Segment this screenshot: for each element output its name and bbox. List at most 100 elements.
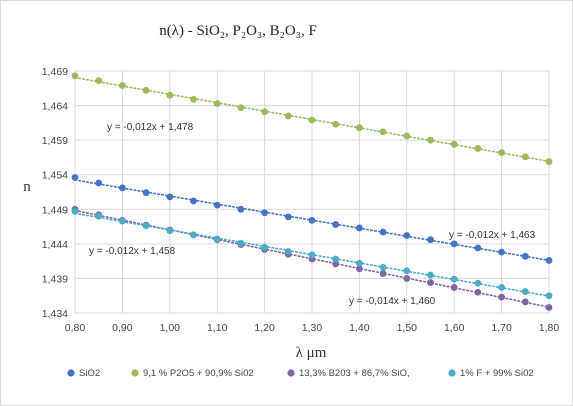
y-axis-label: n xyxy=(23,179,31,195)
data-point-series-1 xyxy=(521,153,529,161)
data-point-series-3 xyxy=(545,292,553,300)
data-point-series-1 xyxy=(261,108,268,116)
data-point-series-0 xyxy=(142,189,150,197)
data-point-series-1 xyxy=(95,77,103,85)
y-tick-label: 1,439 xyxy=(42,273,68,285)
y-tick-label: 1,434 xyxy=(42,308,68,320)
data-point-series-0 xyxy=(521,252,529,260)
x-tick-label: 1,10 xyxy=(207,322,228,334)
legend-marker-b2o3 xyxy=(287,369,295,377)
data-point-series-1 xyxy=(166,91,174,99)
data-point-series-3 xyxy=(450,275,458,283)
x-tick-label: 1,70 xyxy=(491,322,512,334)
data-point-series-3 xyxy=(379,263,387,271)
data-point-series-0 xyxy=(427,236,434,244)
chart-title: n(λ) - SiO₂, P₂O₃, B₂O₃, F xyxy=(159,23,317,39)
y-tick-label: 1,469 xyxy=(42,66,68,78)
data-points xyxy=(71,72,553,311)
data-point-series-0 xyxy=(284,213,292,221)
x-tick-labels: 0,80 0,90 1,00 1,10 1,20 1,30 1,40 1,50 1,60 1,70… xyxy=(65,322,560,334)
data-point-series-0 xyxy=(498,248,505,256)
data-point-series-0 xyxy=(71,174,79,181)
data-point-series-2 xyxy=(356,265,363,273)
data-point-series-1 xyxy=(213,100,221,107)
data-point-series-1 xyxy=(71,72,79,80)
x-tick-label: 1,00 xyxy=(160,322,181,334)
gridlines xyxy=(74,70,550,314)
data-point-series-3 xyxy=(95,212,103,220)
data-point-series-1 xyxy=(119,82,126,89)
x-tick-label: 1,40 xyxy=(349,322,370,334)
data-point-series-1 xyxy=(545,158,553,165)
data-point-series-2 xyxy=(521,298,529,306)
x-tick-label: 1,80 xyxy=(539,322,560,334)
data-point-series-1 xyxy=(356,124,363,132)
y-tick-label: 1,454 xyxy=(42,170,68,182)
data-point-series-1 xyxy=(379,128,387,136)
data-point-series-1 xyxy=(284,112,292,120)
data-point-series-1 xyxy=(142,86,150,94)
y-tick-label: 1,449 xyxy=(42,204,68,216)
data-point-series-0 xyxy=(450,240,458,248)
data-point-series-0 xyxy=(166,193,174,201)
data-point-series-3 xyxy=(166,227,174,235)
data-point-series-1 xyxy=(308,116,316,124)
y-tick-label: 1,464 xyxy=(42,101,68,113)
data-point-series-2 xyxy=(403,275,411,282)
legend-marker-sio2 xyxy=(67,369,75,377)
legend-marker-f xyxy=(448,369,456,377)
data-point-series-2 xyxy=(427,279,434,286)
legend-marker-p2o5 xyxy=(131,369,139,377)
data-point-series-0 xyxy=(308,216,316,224)
x-tick-label: 0,90 xyxy=(112,322,133,334)
data-point-series-3 xyxy=(119,217,126,225)
data-point-series-0 xyxy=(356,224,363,232)
x-tick-label: 1,30 xyxy=(302,322,323,334)
trendline-label-f: y = -0,012x + 1,458 xyxy=(89,246,176,257)
data-point-series-0 xyxy=(261,209,268,217)
y-tick-labels: 1,434 1,439 1,444 1,449 1,454 1,459 1,464 1,469 xyxy=(42,66,68,320)
trendline-label-p2o5: y = -0,012x + 1,478 xyxy=(107,122,194,133)
data-point-series-1 xyxy=(403,132,411,140)
trendline-label-sio2: y = -0,012x + 1,463 xyxy=(449,230,536,241)
data-point-series-3 xyxy=(498,284,505,291)
data-point-series-3 xyxy=(474,279,482,287)
x-tick-label: 1,50 xyxy=(397,322,418,334)
data-point-series-1 xyxy=(237,104,245,112)
y-tick-label: 1,444 xyxy=(42,239,68,251)
data-point-series-0 xyxy=(213,201,221,209)
data-point-series-2 xyxy=(474,288,482,296)
legend-label-b2o3: 13,3% B203 + 86,7% SiO, xyxy=(299,368,410,379)
data-point-series-2 xyxy=(450,284,458,291)
data-point-series-1 xyxy=(190,95,197,103)
data-point-series-3 xyxy=(332,255,340,263)
data-point-series-1 xyxy=(332,120,340,128)
x-tick-label: 0,80 xyxy=(65,322,86,334)
data-point-series-0 xyxy=(474,244,482,252)
data-point-series-3 xyxy=(142,222,150,230)
data-point-series-1 xyxy=(427,136,434,144)
data-point-series-3 xyxy=(261,243,268,251)
data-point-series-3 xyxy=(71,207,79,215)
x-tick-label: 1,20 xyxy=(254,322,275,334)
legend-label-p2o5: 9,1 % P2O5 + 90,9% Si02 xyxy=(143,368,254,379)
data-point-series-0 xyxy=(545,257,553,264)
data-point-series-0 xyxy=(403,232,411,239)
data-point-series-3 xyxy=(237,239,245,247)
data-point-series-0 xyxy=(379,228,387,236)
data-point-series-2 xyxy=(498,293,505,301)
data-point-series-3 xyxy=(190,231,197,239)
data-point-series-0 xyxy=(237,205,245,213)
data-point-series-1 xyxy=(450,140,458,148)
data-point-series-2 xyxy=(332,260,340,268)
data-point-series-3 xyxy=(521,288,529,295)
x-tick-label: 1,60 xyxy=(444,322,465,334)
data-point-series-3 xyxy=(427,271,434,279)
data-point-series-3 xyxy=(213,235,221,243)
data-point-series-0 xyxy=(119,184,126,192)
legend-label-f: 1% F + 99% Si02 xyxy=(460,368,534,379)
data-point-series-0 xyxy=(95,179,103,187)
legend-label-sio2: SiO2 xyxy=(79,368,100,379)
